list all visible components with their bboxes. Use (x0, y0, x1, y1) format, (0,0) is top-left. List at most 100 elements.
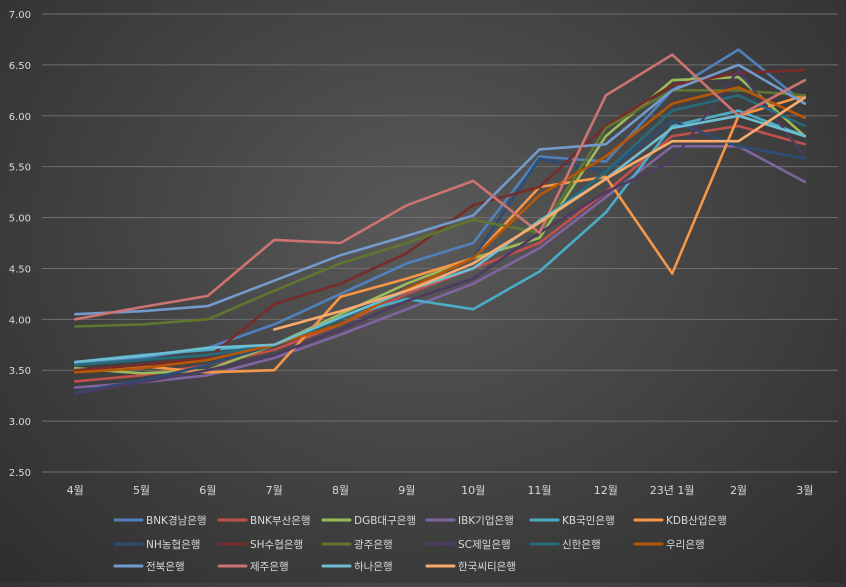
data-point (339, 261, 343, 265)
legend-label: BNK경남은행 (146, 514, 207, 527)
series-layer (73, 48, 807, 396)
data-point (670, 139, 674, 143)
data-point (272, 279, 276, 283)
series-line (73, 68, 807, 395)
data-point (73, 360, 77, 364)
data-point (538, 221, 542, 225)
data-point (471, 241, 475, 245)
data-point (140, 371, 144, 375)
data-point (670, 119, 674, 123)
data-point (803, 78, 807, 82)
series-line (73, 63, 807, 316)
data-point (272, 343, 276, 347)
data-point (339, 253, 343, 257)
legend-label: 한국씨티은행 (458, 561, 516, 573)
series-line (73, 53, 807, 321)
y-tick-label: 3.50 (9, 366, 31, 377)
y-tick-label: 5.00 (9, 214, 31, 225)
data-point (670, 102, 674, 106)
y-tick-label: 5.50 (9, 163, 31, 174)
data-point (471, 203, 475, 207)
data-point (339, 333, 343, 337)
data-point (670, 272, 674, 276)
data-point (405, 307, 409, 311)
data-point (73, 386, 77, 390)
data-point (604, 160, 608, 164)
data-point (803, 134, 807, 138)
data-point (405, 261, 409, 265)
data-point (538, 236, 542, 240)
data-point (737, 75, 741, 79)
y-tick-label: 2.50 (9, 468, 31, 479)
data-point (803, 142, 807, 146)
data-point (471, 214, 475, 218)
data-point (670, 88, 674, 92)
data-point (737, 85, 741, 89)
data-point (471, 218, 475, 222)
data-point (339, 328, 343, 332)
data-point (339, 322, 343, 326)
data-point (471, 179, 475, 183)
data-point (405, 289, 409, 293)
data-point (405, 299, 409, 303)
series-line (73, 109, 807, 364)
x-tick-label: 4월 (67, 484, 84, 497)
data-point (803, 124, 807, 128)
data-point (803, 68, 807, 72)
data-point (272, 322, 276, 326)
y-tick-label: 4.50 (9, 264, 31, 275)
x-tick-label: 7월 (266, 484, 283, 497)
data-point (538, 246, 542, 250)
y-axis: 2.50 3.00 3.50 4.00 4.50 5.00 5.50 6.00 6.50 7.00 (9, 10, 31, 479)
data-point (538, 231, 542, 235)
x-tick-label: 11월 (527, 484, 551, 497)
data-point (803, 154, 807, 158)
data-point (140, 366, 144, 370)
legend-label: BNK부산은행 (250, 515, 311, 527)
legend: BNK경남은행 BNK부산은행 DGB대구은행 IBK기업은행 KB국민은행 KDB산업은… (113, 514, 727, 573)
data-point (272, 368, 276, 372)
data-point (272, 353, 276, 357)
data-point (471, 307, 475, 311)
data-point (405, 277, 409, 281)
legend-label: SH수협은행 (250, 538, 303, 551)
data-point (737, 109, 741, 113)
legend-label: 하나은행 (354, 560, 393, 573)
data-point (538, 269, 542, 273)
data-point (405, 241, 409, 245)
series-line (73, 89, 807, 328)
data-point (206, 304, 210, 308)
series-line (73, 114, 807, 364)
data-point (670, 53, 674, 57)
data-point (737, 68, 741, 72)
data-point (339, 241, 343, 245)
data-point (604, 210, 608, 214)
data-point (737, 124, 741, 128)
data-point (538, 185, 542, 189)
data-point (405, 234, 409, 238)
y-tick-label: 4.00 (9, 315, 31, 326)
data-point (405, 282, 409, 286)
data-point (206, 358, 210, 362)
data-point (339, 309, 343, 313)
data-point (73, 392, 77, 396)
data-point (670, 109, 674, 113)
data-point (604, 142, 608, 146)
data-point (737, 144, 741, 148)
data-point (737, 139, 741, 143)
data-point (272, 289, 276, 293)
x-tick-label: 3월 (796, 484, 813, 497)
data-point (803, 102, 807, 106)
data-point (737, 114, 741, 118)
y-tick-label: 6.00 (9, 112, 31, 123)
data-point (471, 277, 475, 281)
data-point (73, 312, 77, 316)
legend-label: 광주은행 (354, 539, 393, 551)
data-point (803, 180, 807, 184)
data-point (737, 93, 741, 97)
data-point (471, 261, 475, 265)
data-point (206, 294, 210, 298)
data-point (206, 346, 210, 350)
data-point (604, 126, 608, 130)
